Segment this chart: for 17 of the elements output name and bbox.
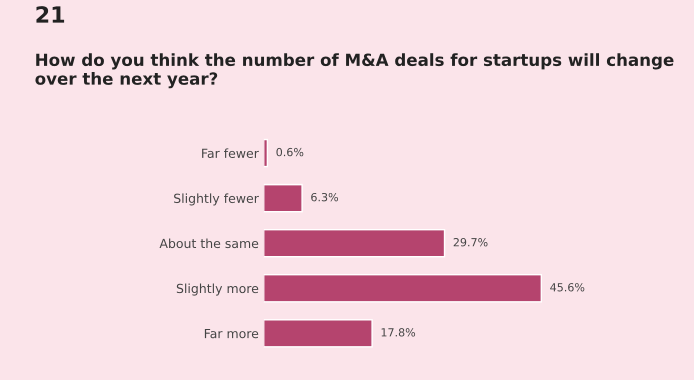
bar bbox=[264, 228, 446, 258]
y-tick-label: Slightly more bbox=[176, 284, 258, 296]
data-label: 45.6% bbox=[550, 283, 584, 292]
y-tick-label: Far fewer bbox=[202, 148, 259, 158]
data-label: 17.8% bbox=[382, 328, 416, 337]
y-tick-label: Slightly fewer bbox=[174, 193, 259, 206]
y-tick-label: About the same bbox=[160, 238, 258, 248]
y-tick-label: Far more bbox=[204, 328, 258, 338]
bar bbox=[264, 274, 542, 302]
bar bbox=[264, 319, 373, 348]
bar bbox=[264, 184, 303, 212]
data-label: 6.3% bbox=[311, 192, 338, 202]
text: 21 bbox=[36, 6, 64, 23]
data-label: 29.7% bbox=[454, 238, 488, 246]
chart-title: How do you think the number of M&A deals for startups will change over the next year? bbox=[35, 53, 674, 88]
bar bbox=[264, 138, 268, 168]
data-label: 0.6% bbox=[276, 148, 304, 156]
